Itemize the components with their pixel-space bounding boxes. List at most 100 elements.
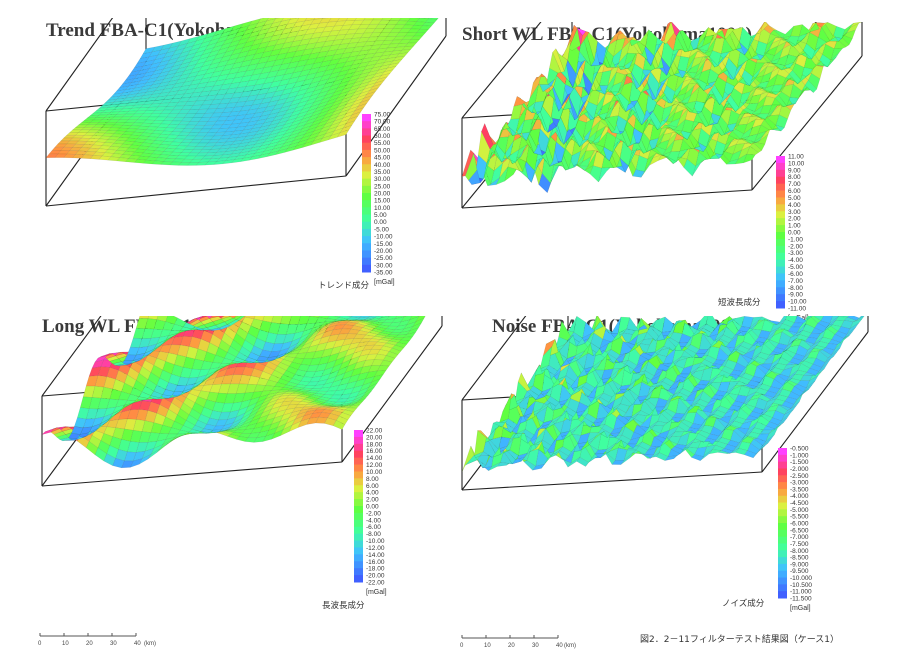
colorbar-swatch	[776, 218, 785, 226]
colorbar-tick-label: -20.00	[366, 573, 385, 580]
colorbar-swatch	[776, 156, 785, 164]
colorbar-swatch	[362, 193, 371, 201]
colorbar-swatch	[776, 280, 785, 288]
colorbar-swatch	[362, 214, 371, 223]
colorbar-swatch	[778, 584, 787, 592]
scale-tick-label: 0	[460, 643, 464, 649]
colorbar-swatch	[778, 482, 787, 490]
colorbar-swatch	[776, 252, 785, 261]
colorbar-swatch	[776, 238, 785, 247]
figure-caption: 図2．2－11フィルターテスト結果図（ケース1）	[640, 635, 840, 645]
colorbar-tick-label: -8.500	[790, 555, 809, 562]
colorbar-tick-label: 2.00	[366, 497, 379, 504]
colorbar-swatch	[354, 492, 363, 500]
colorbar-swatch	[354, 540, 363, 548]
colorbar-swatch	[778, 591, 787, 599]
colorbar-tick-label: -4.00	[366, 517, 381, 524]
colorbar-swatch	[776, 245, 785, 254]
colorbar-swatch	[362, 221, 371, 230]
colorbar: 22.0020.0018.0016.0014.0012.0010.008.006…	[354, 428, 387, 596]
colorbar-tick-label: -9.500	[790, 568, 809, 575]
colorbar-swatch	[778, 495, 787, 504]
colorbar-swatch	[362, 114, 371, 122]
colorbar-swatch	[776, 197, 785, 205]
colorbar-tick-label: 16.00	[366, 448, 383, 455]
colorbar-swatch	[362, 207, 371, 216]
colorbar-unit: [mGal]	[790, 605, 811, 612]
colorbar-tick-label: 5.00	[374, 212, 387, 219]
colorbar-swatch	[354, 464, 363, 472]
colorbar-unit: [mGal]	[366, 589, 387, 596]
colorbar-tick-label: -6.00	[788, 271, 803, 278]
colorbar-tick-label: 25.00	[374, 183, 391, 190]
colorbar-swatch	[354, 471, 363, 479]
scale-bar-right: 0 10 20 30 40 (km)	[460, 635, 576, 649]
colorbar-tick-label: 20.00	[366, 434, 383, 441]
colorbar-swatch	[776, 204, 785, 212]
colorbar-tick-label: -9.00	[788, 292, 803, 299]
colorbar-tick-label: -6.00	[366, 524, 381, 531]
panel-noise: Noise FBA-C1(Yokohama1000) -0.500-1.000-…	[458, 316, 898, 616]
colorbar-swatch	[776, 169, 785, 178]
colorbar-tick-label: 10.00	[374, 205, 391, 212]
colorbar-unit: [mGal]	[374, 279, 395, 286]
colorbar-tick-label: -7.500	[790, 541, 809, 548]
colorbar-tick-label: 10.00	[788, 160, 805, 167]
colorbar-swatch	[362, 257, 371, 266]
colorbar-swatch	[778, 529, 787, 538]
colorbar-tick-label: 8.00	[366, 476, 379, 483]
colorbar-swatch	[776, 190, 785, 198]
scale-tick-label: 30	[110, 641, 117, 647]
colorbar-tick-label: 7.00	[788, 181, 801, 188]
scale-unit: (km)	[564, 643, 576, 649]
colorbar-swatch	[354, 554, 363, 562]
colorbar-swatch	[778, 502, 787, 510]
colorbar-tick-label: -11.00	[788, 306, 806, 313]
colorbar-swatch	[776, 183, 785, 192]
colorbar-tick-label: 22.00	[366, 428, 383, 435]
colorbar-tick-label: -6.000	[790, 521, 809, 528]
colorbar-tick-label: -4.000	[790, 493, 809, 500]
colorbar-tick-label: 55.00	[374, 140, 391, 147]
colorbar-swatch	[354, 485, 363, 493]
colorbar-tick-label: -1.500	[790, 459, 809, 466]
surface-plot-trend: 75.0070.0065.0060.0055.0050.0045.0040.00…	[45, 18, 447, 291]
colorbar-swatch	[362, 236, 371, 244]
colorbar-swatch	[778, 543, 787, 551]
colorbar-tick-label: -22.00	[366, 580, 385, 587]
colorbar-swatch	[354, 499, 363, 507]
colorbar-swatch	[362, 171, 371, 180]
colorbar-swatch	[778, 550, 787, 558]
colorbar-tick-label: -35.00	[374, 270, 393, 277]
surface-plot-noise: -0.500-1.000-1.500-2.000-2.500-3.000-3.5…	[461, 316, 869, 612]
colorbar-tick-label: -4.00	[788, 257, 803, 264]
colorbar-swatch	[778, 468, 787, 476]
colorbar-swatch	[776, 259, 785, 268]
colorbar-tick-label: 20.00	[374, 191, 391, 198]
colorbar-tick-label: -18.00	[366, 566, 385, 573]
colorbar-swatch	[362, 142, 371, 151]
scale-bar-left: 0 10 20 30 40 (km)	[38, 633, 156, 647]
colorbar-tick-label: -9.000	[790, 561, 809, 568]
colorbar-tick-label: 8.00	[788, 174, 801, 181]
colorbar-tick-label: -7.00	[788, 278, 803, 285]
colorbar-tick-label: -0.500	[790, 446, 809, 453]
colorbar-tick-label: -20.00	[374, 248, 393, 255]
colorbar-swatch	[354, 443, 363, 452]
colorbar-swatch	[778, 509, 787, 517]
colorbar-tick-label: 9.00	[788, 167, 801, 174]
colorbar-swatch	[354, 436, 363, 445]
colorbar-swatch	[362, 264, 371, 273]
colorbar-tick-label: 40.00	[374, 162, 391, 169]
panel-trend: Trend FBA-C1(Yokohama1000) 75.00 70.00 65.…	[38, 18, 478, 318]
colorbar-tick-label: 0.00	[374, 219, 387, 226]
colorbar-tick-label: -8.00	[366, 531, 381, 538]
colorbar-swatch	[776, 266, 785, 274]
colorbar-swatch	[354, 430, 363, 438]
colorbar-tick-label: -4.500	[790, 500, 809, 507]
colorbar-tick-label: -12.00	[366, 545, 385, 552]
colorbar-swatch	[354, 457, 363, 466]
colorbar-tick-label: 6.00	[788, 188, 801, 195]
panel-short-wl: Short WL FBA-C1(Yokohama1000) 11.00 10.00…	[458, 22, 898, 322]
colorbar-swatch	[354, 450, 363, 459]
